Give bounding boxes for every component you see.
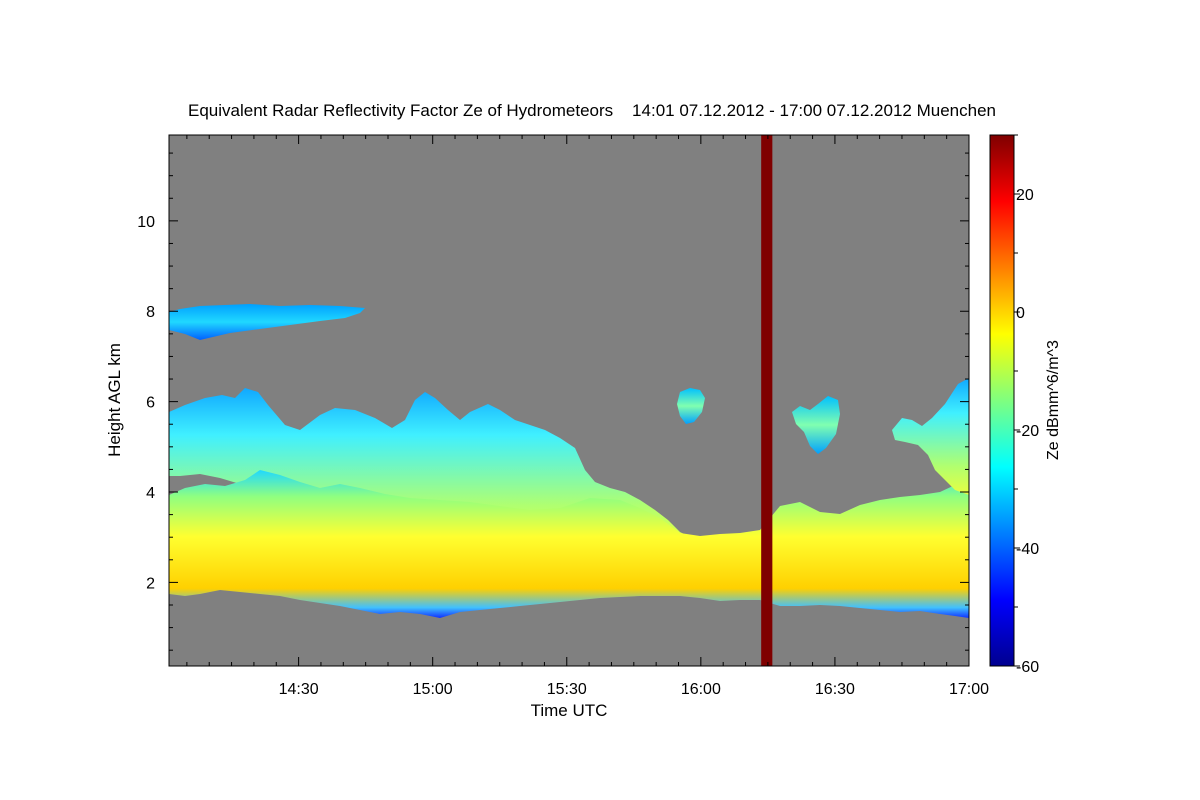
y-tick-label: 2 [146,575,155,592]
colorbar-tick-label: -20 [1016,423,1039,440]
x-tick-label: 16:00 [681,681,721,698]
data-gap-band [761,135,773,666]
cloud-patch-1603 [677,388,705,424]
colorbar-tick-label: -40 [1016,541,1039,558]
x-tick-label: 15:30 [547,681,587,698]
cloud-patch-1624 [792,396,840,454]
colorbar-tick-label: 0 [1016,305,1025,322]
upper-layer [169,388,690,545]
x-axis-label: Time UTC [531,701,608,720]
plot-frame [168,134,970,667]
chart-title: Equivalent Radar Reflectivity Factor Ze … [188,101,996,120]
cirrus-band [169,304,365,340]
colorbar-tick-label: 20 [1016,187,1034,204]
x-ticks: 14:30 15:00 15:30 16:00 16:30 17:00 [186,135,989,698]
x-tick-label: 14:30 [279,681,319,698]
colorbar-ticks: -60 -40 -20 0 20 [1014,134,1039,676]
x-tick-label: 17:00 [949,681,989,698]
y-tick-label: 8 [146,304,155,321]
cloud-right-edge [892,378,969,495]
colorbar [989,134,1015,667]
y-tick-label: 4 [146,485,155,502]
y-tick-label: 6 [146,395,155,412]
x-tick-label: 16:30 [815,681,855,698]
y-ticks: 2 4 6 8 10 [137,152,969,651]
colorbar-tick-label: -60 [1016,659,1039,676]
x-tick-label: 15:00 [413,681,453,698]
colorbar-label: Ze dBmm^6/m^3 [1045,340,1062,460]
y-axis-label: Height AGL km [105,343,124,457]
y-tick-label: 10 [137,214,155,231]
reflectivity-field [169,135,969,666]
